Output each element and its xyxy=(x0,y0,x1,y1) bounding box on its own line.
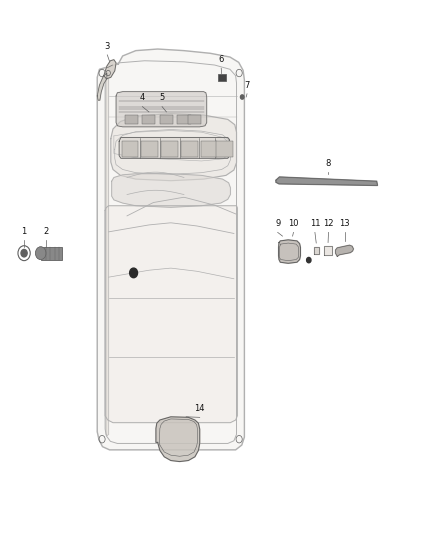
Text: 3: 3 xyxy=(105,42,110,51)
Bar xyxy=(216,141,233,157)
Bar xyxy=(177,115,191,124)
Text: 1: 1 xyxy=(21,227,27,236)
Text: 7: 7 xyxy=(244,80,250,90)
Bar xyxy=(141,141,158,157)
Bar xyxy=(125,115,138,124)
Polygon shape xyxy=(97,49,244,450)
Polygon shape xyxy=(336,245,353,256)
Bar xyxy=(41,247,62,260)
Circle shape xyxy=(35,247,46,260)
Polygon shape xyxy=(156,417,200,462)
Polygon shape xyxy=(276,177,378,185)
Polygon shape xyxy=(111,114,237,181)
Polygon shape xyxy=(104,60,116,79)
Text: 6: 6 xyxy=(219,55,224,64)
Polygon shape xyxy=(314,247,319,254)
Bar xyxy=(181,141,198,157)
Text: 11: 11 xyxy=(310,219,320,228)
Polygon shape xyxy=(105,206,237,423)
Bar xyxy=(188,115,201,124)
Bar xyxy=(122,141,138,157)
Circle shape xyxy=(240,95,244,99)
Polygon shape xyxy=(116,92,207,127)
Bar xyxy=(201,141,217,157)
Bar xyxy=(160,115,173,124)
Polygon shape xyxy=(97,73,107,100)
Text: 5: 5 xyxy=(159,93,165,102)
Polygon shape xyxy=(119,138,230,158)
Bar xyxy=(161,141,178,157)
Polygon shape xyxy=(112,174,230,207)
Text: 4: 4 xyxy=(140,93,145,102)
Text: 14: 14 xyxy=(194,404,205,413)
Text: 8: 8 xyxy=(325,159,330,168)
Circle shape xyxy=(21,249,27,257)
Text: 13: 13 xyxy=(339,219,350,228)
Text: 9: 9 xyxy=(275,219,280,228)
Circle shape xyxy=(130,268,138,278)
Polygon shape xyxy=(324,246,332,255)
Bar xyxy=(218,74,226,81)
Bar xyxy=(142,115,155,124)
Text: 2: 2 xyxy=(43,227,48,236)
Polygon shape xyxy=(106,74,109,435)
Text: 12: 12 xyxy=(323,219,334,228)
Polygon shape xyxy=(279,240,300,263)
Circle shape xyxy=(307,257,311,263)
Text: 10: 10 xyxy=(288,219,299,228)
